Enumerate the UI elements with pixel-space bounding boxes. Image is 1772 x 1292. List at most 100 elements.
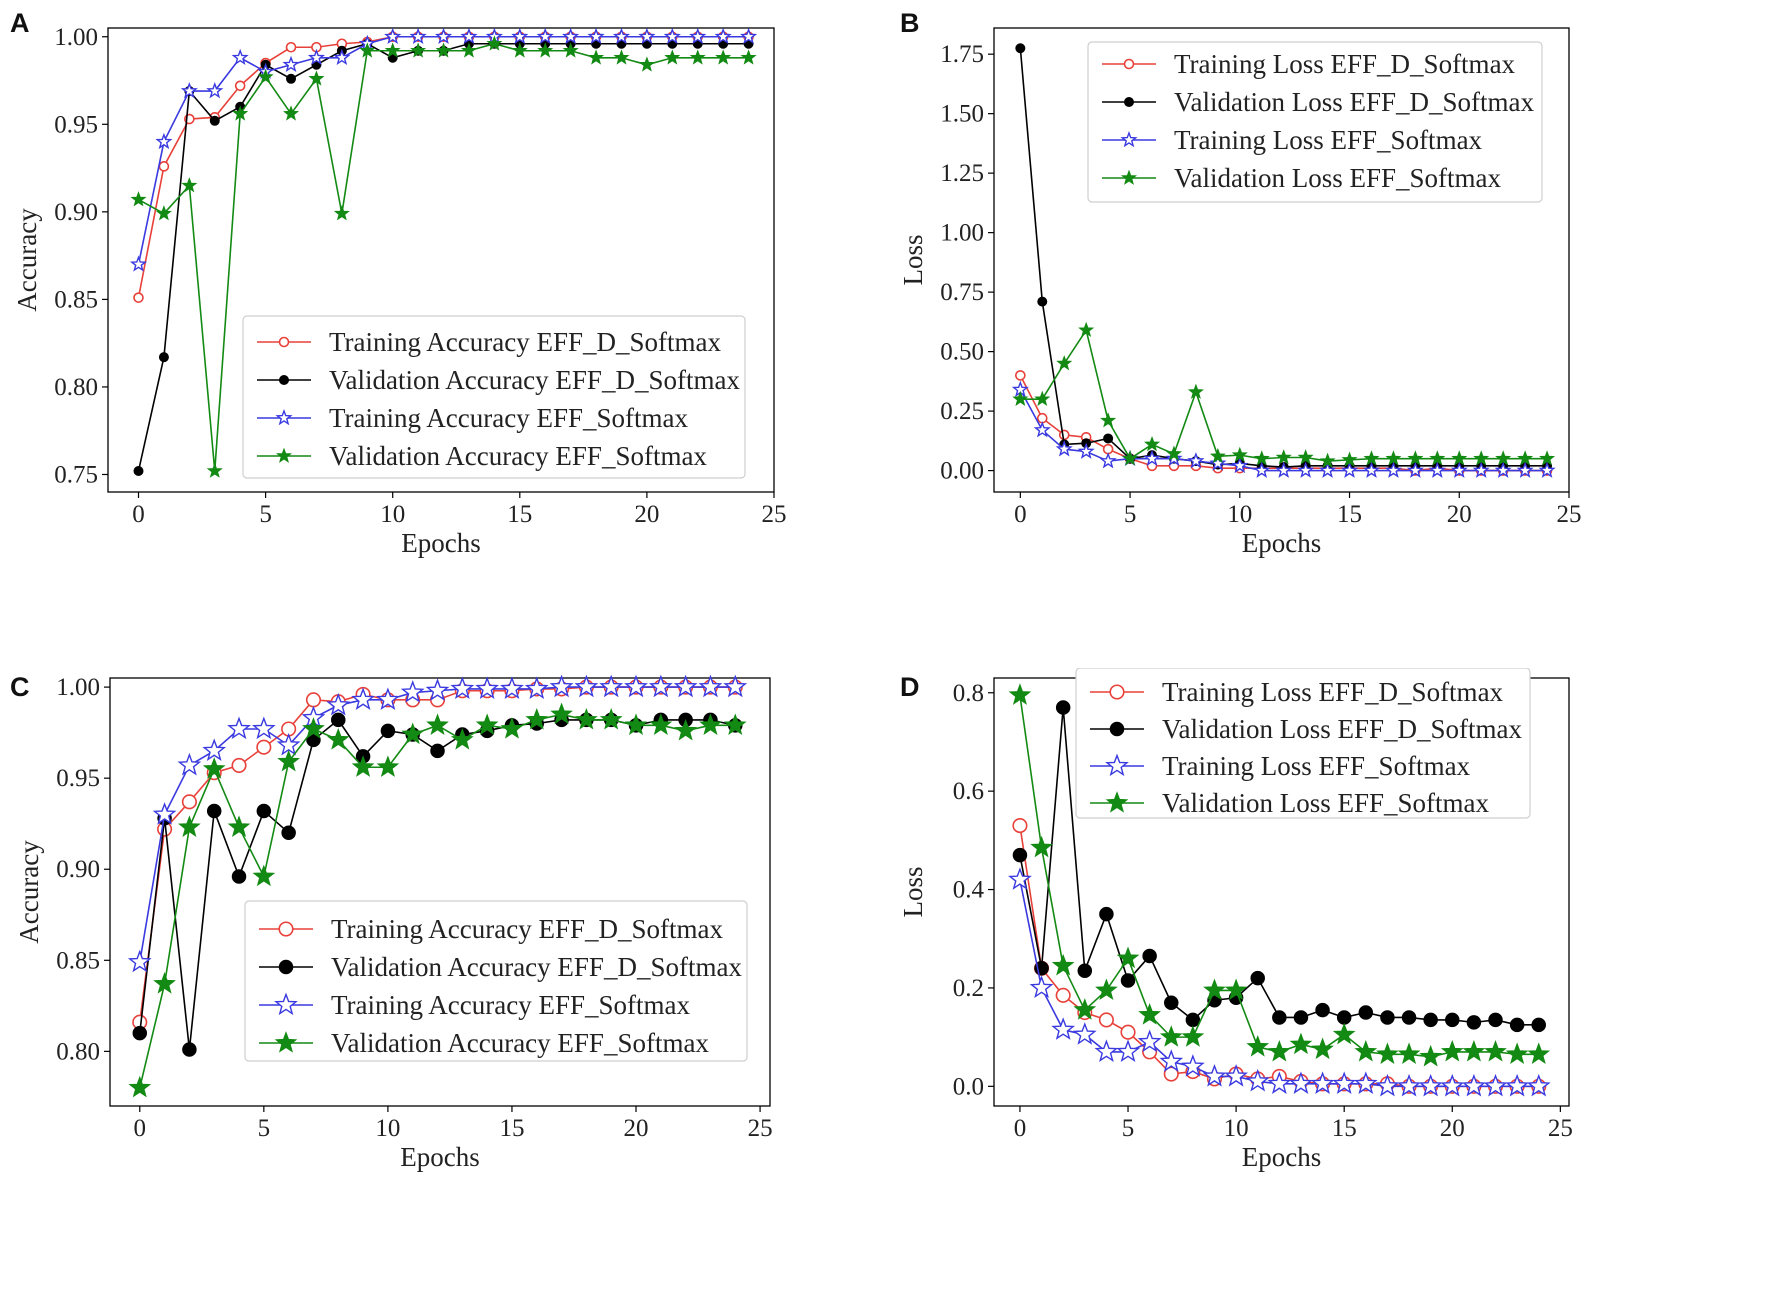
y-tick-label: 0.8: [953, 680, 984, 707]
y-tick-label: 1.50: [940, 101, 984, 128]
data-point: [1516, 461, 1534, 478]
data-point: [1531, 1017, 1546, 1033]
data-point: [1245, 1068, 1270, 1092]
chart-d: 0 5 10 15 20 25 0.0 0.2 0.4 0.6 0.8 Epochs Loss Train…: [898, 668, 1573, 1172]
data-point: [1505, 1073, 1530, 1097]
data-point: [281, 825, 296, 841]
data-point: [475, 676, 500, 700]
data-point: [1527, 1042, 1551, 1064]
data-point: [1275, 449, 1292, 465]
data-point: [1120, 973, 1136, 988]
data-point: [673, 674, 698, 698]
data-point: [1008, 867, 1032, 890]
data-point: [180, 82, 198, 99]
data-point: [511, 42, 528, 58]
legend-label: Training Loss EFF_D_Softmax: [1174, 49, 1516, 79]
x-tick-label: 25: [748, 1115, 773, 1142]
data-point: [1275, 461, 1293, 478]
data-point: [1185, 1012, 1201, 1028]
data-point: [1116, 1039, 1140, 1062]
data-point: [227, 815, 251, 837]
x-tick-label: 10: [1224, 1115, 1249, 1142]
data-point: [1209, 447, 1226, 464]
y-tick-label: 0.90: [56, 856, 100, 883]
data-point: [1340, 461, 1359, 478]
y-axis-label: Accuracy: [14, 840, 44, 944]
data-point: [624, 713, 648, 736]
data-point: [1187, 452, 1205, 469]
data-point: [302, 717, 325, 739]
data-point: [178, 815, 201, 837]
data-point: [206, 462, 223, 478]
x-tick-label: 25: [1557, 501, 1582, 528]
y-tick-label: 0.95: [56, 765, 100, 792]
y-tick-label: 0.95: [54, 111, 98, 138]
data-point: [333, 48, 351, 66]
data-point: [1078, 321, 1095, 338]
data-point: [384, 27, 402, 45]
series-b-3: [1011, 380, 1556, 478]
x-tick-label: 20: [634, 501, 659, 528]
x-tick-label: 15: [1337, 501, 1362, 528]
data-point: [1138, 1003, 1161, 1025]
data-point: [549, 674, 574, 698]
data-point: [1461, 1073, 1486, 1097]
data-point: [1142, 948, 1157, 964]
data-point: [574, 674, 599, 698]
data-point: [1445, 1012, 1460, 1028]
data-point: [1375, 1073, 1400, 1097]
data-point: [158, 161, 170, 172]
legend-marker: [274, 992, 298, 1016]
x-tick-label: 5: [1124, 501, 1137, 528]
legend-label: Validation Accuracy EFF_D_Softmax: [329, 365, 740, 395]
data-point: [1202, 1063, 1227, 1087]
panel-a: A 0 5 10 15 20 25 0.75 0.80 0.85 0.90 0.95 1.00 Epoc…: [0, 0, 886, 646]
data-point: [715, 49, 732, 65]
legend-marker: [274, 1031, 298, 1053]
data-point: [699, 713, 722, 736]
data-point: [1289, 1071, 1313, 1094]
data-point: [1165, 449, 1183, 466]
data-point: [1103, 433, 1114, 444]
data-point: [158, 352, 169, 363]
x-tick-label: 5: [1122, 1115, 1135, 1142]
data-point: [1473, 450, 1490, 466]
data-point: [524, 676, 549, 700]
data-point: [231, 48, 249, 66]
data-point: [231, 869, 247, 884]
data-point: [1418, 1073, 1443, 1097]
data-point: [599, 674, 624, 698]
data-point: [689, 27, 707, 45]
data-point: [1353, 1071, 1378, 1094]
data-point: [1484, 1039, 1507, 1062]
panel-b: B 0 5 10 15 20 25 0.00 0.25 0.50 0.75 1.00 1.25 1.50…: [886, 0, 1772, 646]
data-point: [202, 757, 226, 779]
x-axis-label: Epochs: [1242, 528, 1321, 558]
data-point: [1077, 963, 1093, 978]
data-point: [562, 27, 580, 45]
legend-label: Validation Loss EFF_Softmax: [1174, 163, 1502, 193]
data-point: [450, 727, 474, 750]
legend-label: Training Accuracy EFF_Softmax: [329, 403, 688, 433]
data-point: [1332, 1071, 1357, 1094]
data-point: [202, 738, 227, 761]
series-line: [1020, 328, 1548, 462]
plot-frame-a: [107, 27, 775, 493]
data-point: [1419, 1044, 1442, 1067]
y-tick-label: 1.75: [940, 41, 984, 68]
series-a-3: [129, 27, 758, 272]
data-point: [400, 680, 425, 703]
legend-a: Training Accuracy EFF_D_Softmax Validatio…: [242, 315, 746, 479]
data-point: [152, 802, 177, 825]
data-point: [206, 803, 222, 819]
data-point: [1094, 1039, 1119, 1062]
data-point: [525, 707, 549, 730]
data-point: [285, 41, 297, 53]
y-tick-label: 0.80: [56, 1038, 100, 1065]
x-axis-label: Epochs: [400, 1142, 479, 1172]
data-point: [331, 712, 346, 728]
data-point: [1466, 1015, 1482, 1030]
legend-label: Training Loss EFF_Softmax: [1162, 751, 1471, 781]
y-tick-label: 1.00: [56, 674, 100, 701]
data-point: [624, 674, 648, 698]
